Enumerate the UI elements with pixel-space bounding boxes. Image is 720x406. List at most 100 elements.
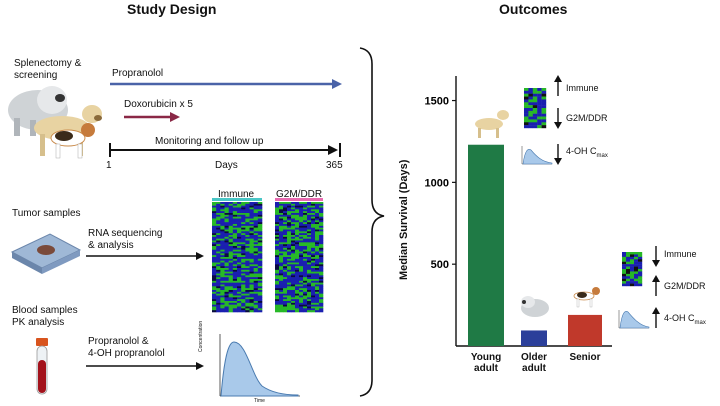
heatmap-cell (257, 269, 263, 272)
heatmap-cell (319, 262, 324, 265)
heatmap-cell (232, 211, 238, 214)
heatmap-cell (279, 264, 284, 267)
heatmap-cell (287, 284, 292, 287)
heatmap-cell (237, 202, 242, 205)
mini-heatmap-cell (638, 254, 643, 258)
heatmap-cell (311, 293, 316, 296)
heatmap-cell (216, 258, 221, 261)
heatmap-cell (287, 236, 292, 239)
heatmap-cell (279, 227, 284, 230)
heatmap-cell (249, 273, 254, 276)
mini-heatmap-cell (622, 283, 627, 287)
heatmap-cell (241, 301, 246, 304)
heatmap-cell (319, 266, 324, 269)
heatmap-cell (295, 247, 300, 250)
heatmap-cell (245, 290, 250, 293)
heatmap-cell (315, 225, 320, 228)
heatmap-cell (228, 246, 234, 249)
heatmap-cell (228, 209, 234, 212)
heatmap-cell (319, 213, 324, 216)
heatmap-cell (291, 214, 296, 217)
mini-heatmap-cell (524, 93, 529, 97)
heatmap-cell (237, 304, 242, 307)
heatmap-cell (232, 235, 238, 238)
heatmap-cell (249, 282, 254, 285)
heatmap-cell (253, 282, 259, 285)
heatmap-cell (216, 249, 221, 252)
heatmap-cell (237, 264, 242, 267)
heatmap-cell (287, 213, 292, 216)
heatmap-cell (315, 203, 320, 206)
heatmap-cell (220, 253, 225, 256)
heatmap-cell (275, 275, 280, 278)
heatmap-cell (303, 255, 308, 258)
heatmap-cell (249, 240, 254, 243)
heatmap-cell (311, 280, 316, 283)
heatmap-cell (216, 295, 221, 298)
heatmap-cell (307, 205, 312, 208)
heatmap-cell (212, 233, 217, 236)
heatmap-cell (245, 211, 250, 214)
heatmap-cell (249, 266, 254, 269)
heatmap-cell (319, 227, 324, 230)
heatmap-cell (220, 227, 225, 230)
heatmap-cell (275, 277, 280, 280)
heatmap-cell (241, 249, 246, 252)
heatmap-cell (232, 275, 238, 278)
heatmap-cell (291, 295, 296, 298)
heatmap-cell (295, 277, 300, 280)
heatmap-cell (224, 260, 229, 263)
heatmap-cell (224, 233, 229, 236)
heatmap-cell (224, 235, 229, 238)
heatmap-cell (319, 277, 324, 280)
heatmap-cell (307, 291, 312, 294)
mini-heatmap-cell (532, 105, 538, 109)
bar-2 (568, 314, 602, 346)
mini-heatmap-cell (528, 90, 533, 94)
heatmap-cell (307, 246, 312, 249)
heatmap-cell (275, 246, 280, 249)
heatmap-cell (237, 284, 242, 287)
heatmap-cell (220, 258, 225, 261)
heatmap-cell (319, 291, 324, 294)
heatmap-cell (319, 242, 324, 245)
heatmap-cell (295, 308, 300, 311)
mini-heatmap-cell (537, 105, 542, 109)
heatmap-cell (241, 242, 246, 245)
heatmap-cell (295, 233, 300, 236)
heatmap-cell (291, 238, 296, 241)
heatmap-cell (283, 308, 288, 311)
heatmap-cell (311, 286, 316, 289)
heatmap-cell (257, 218, 263, 221)
heatmap-cell (319, 257, 324, 260)
heatmap-cell (287, 246, 292, 249)
heatmap-cell (303, 291, 308, 294)
heatmap-cell (315, 231, 320, 234)
heatmap-cell (287, 229, 292, 232)
heatmap-cell (212, 203, 217, 206)
heatmap-cell (295, 290, 300, 293)
heatmap-cell (237, 216, 242, 219)
heatmap-cell (275, 264, 280, 267)
heatmap-cell (241, 293, 246, 296)
heatmap-cell (253, 260, 259, 263)
heatmap-cell (311, 246, 316, 249)
heatmap-cell (216, 290, 221, 293)
heatmap-cell (291, 249, 296, 252)
heatmap-cell (311, 205, 316, 208)
heatmap-cell (279, 291, 284, 294)
heatmap-cell (307, 220, 312, 223)
heatmap-cell (237, 229, 242, 232)
mini-heatmap-cell (524, 88, 529, 92)
heatmap-cell (224, 255, 229, 258)
heatmap-cell (220, 295, 225, 298)
heatmap-cell (224, 269, 229, 272)
heatmap-cell (299, 280, 304, 283)
mini-heatmap-cell (541, 125, 547, 129)
heatmap-cell (216, 246, 221, 249)
heatmap-cell (307, 280, 312, 283)
heatmap-cell (311, 291, 316, 294)
heatmap-cell (283, 205, 288, 208)
heatmap-cell (245, 207, 250, 210)
heatmap-cell (212, 286, 217, 289)
